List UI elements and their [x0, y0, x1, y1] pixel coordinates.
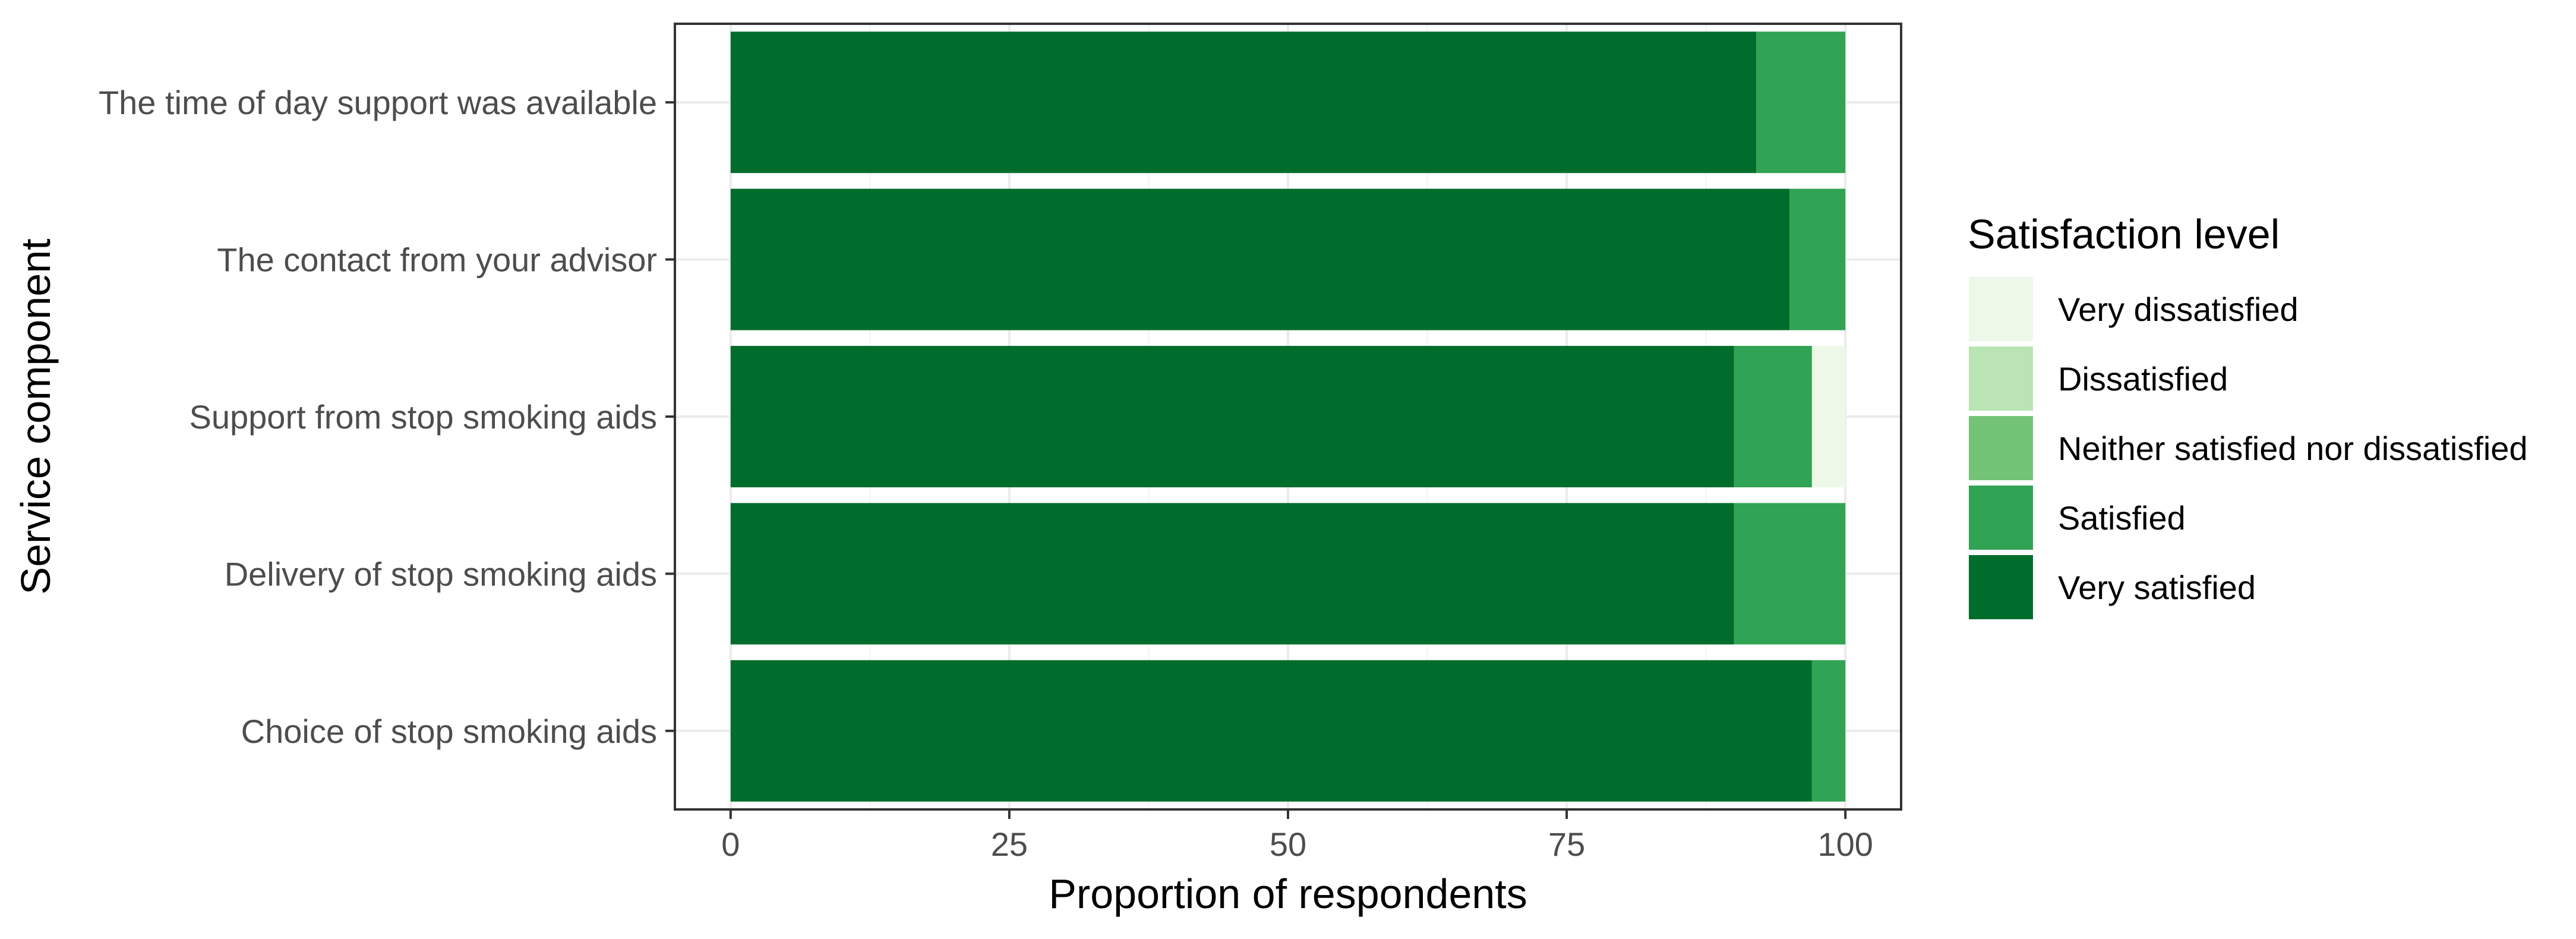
- bar-segment: [730, 31, 1757, 174]
- legend-label: Neither satisfied nor dissatisfied: [2058, 430, 2528, 467]
- bar-segment: [1734, 346, 1812, 487]
- x-tick-label: 25: [991, 825, 1028, 863]
- bar-segment: [1789, 188, 1846, 330]
- bar-segment: [1756, 31, 1846, 174]
- x-tick-label: 0: [721, 825, 740, 863]
- legend-label: Satisfied: [2058, 499, 2186, 537]
- legend-key: [1969, 277, 2033, 341]
- y-tick-label: Support from stop smoking aids: [190, 398, 657, 436]
- legend-label: Dissatisfied: [2058, 360, 2228, 398]
- y-tick-label: The contact from your advisor: [217, 241, 657, 279]
- y-tick-label: Choice of stop smoking aids: [241, 713, 657, 750]
- y-tick-label: Delivery of stop smoking aids: [225, 555, 657, 593]
- bar-segment: [1811, 346, 1846, 487]
- legend-label: Very dissatisfied: [2058, 291, 2299, 328]
- x-tick-label: 100: [1817, 825, 1873, 863]
- bar-segment: [1734, 503, 1846, 645]
- legend-key: [1969, 346, 2033, 411]
- bar-segment: [730, 188, 1790, 330]
- x-axis-title: Proportion of respondents: [1049, 871, 1527, 917]
- y-axis-title: Service component: [12, 238, 59, 594]
- legend-title: Satisfaction level: [1968, 211, 2280, 257]
- bar-segment: [730, 660, 1812, 802]
- x-tick-label: 50: [1270, 825, 1306, 863]
- legend-key: [1969, 555, 2033, 619]
- x-tick-label: 75: [1548, 825, 1585, 863]
- legend: Satisfaction level Very dissatisfied Diss…: [1968, 211, 2528, 619]
- bar-segment: [730, 346, 1734, 487]
- y-axis: The time of day support was available The…: [99, 84, 675, 750]
- legend-label: Very satisfied: [2058, 569, 2256, 606]
- bar-segment: [1811, 660, 1846, 802]
- legend-key: [1969, 416, 2033, 480]
- y-tick-label: The time of day support was available: [99, 84, 657, 121]
- x-axis: 0 25 50 75 100: [721, 809, 1873, 863]
- bars: [730, 31, 1846, 802]
- bar-segment: [730, 503, 1734, 645]
- legend-key: [1969, 486, 2033, 550]
